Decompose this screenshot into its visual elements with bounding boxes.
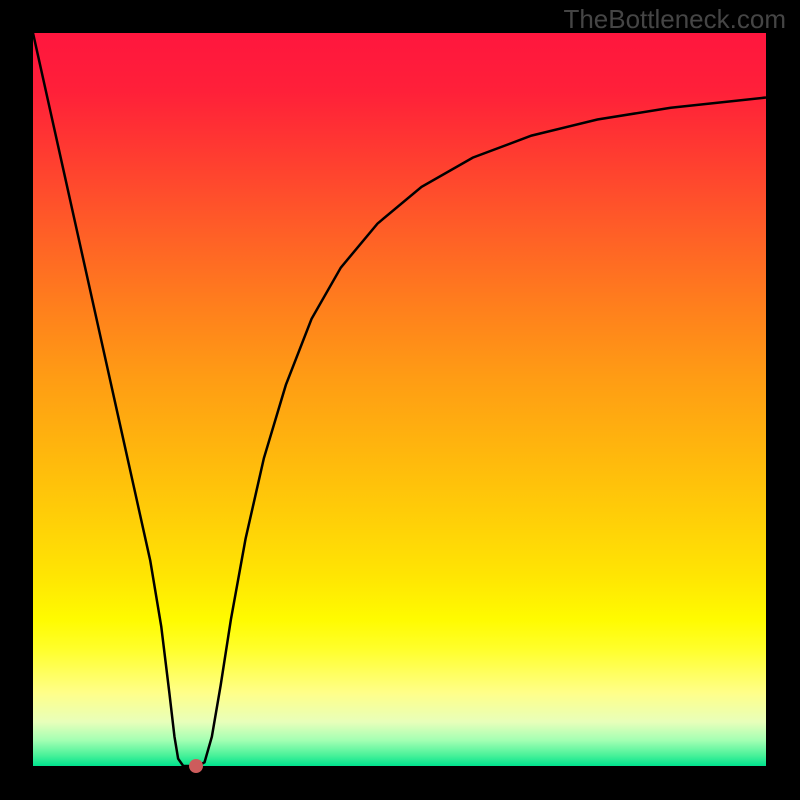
bottleneck-curve xyxy=(33,33,766,766)
plot-gradient-area xyxy=(33,33,766,766)
chart-frame: TheBottleneck.com xyxy=(0,0,800,800)
watermark-text: TheBottleneck.com xyxy=(563,4,786,35)
optimum-marker xyxy=(189,759,203,773)
